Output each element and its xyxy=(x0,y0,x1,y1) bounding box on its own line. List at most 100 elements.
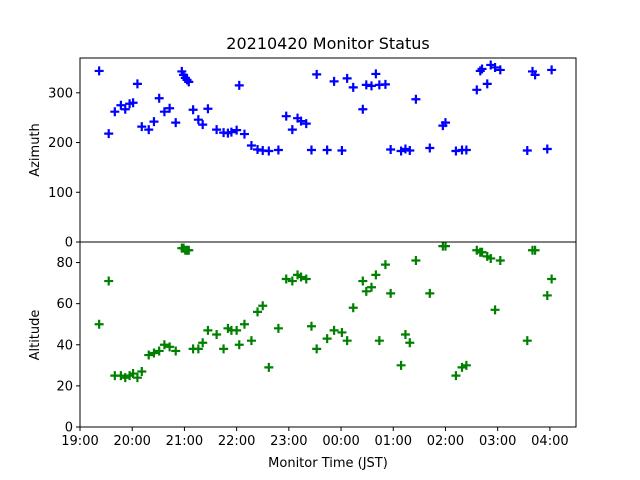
azimuth-point xyxy=(380,79,390,89)
azimuth-y-tick-label: 0 xyxy=(65,236,73,251)
azimuth-point xyxy=(542,144,552,154)
altitude-point xyxy=(451,371,461,381)
azimuth-point xyxy=(386,145,396,155)
altitude-point xyxy=(477,247,487,257)
azimuth-point xyxy=(287,125,297,135)
altitude-point xyxy=(264,362,274,372)
azimuth-point xyxy=(405,145,415,155)
azimuth-point xyxy=(472,85,482,95)
azimuth-point xyxy=(495,65,505,75)
altitude-point xyxy=(281,274,291,284)
azimuth-point xyxy=(477,64,487,74)
altitude-axes-frame xyxy=(79,241,577,428)
altitude-point xyxy=(358,276,368,286)
altitude-point xyxy=(542,290,552,300)
azimuth-point xyxy=(184,77,194,87)
altitude-point xyxy=(386,288,396,298)
altitude-point xyxy=(128,369,138,379)
altitude-point xyxy=(296,272,306,282)
altitude-point xyxy=(440,241,450,251)
azimuth-point xyxy=(137,122,147,132)
azimuth-point xyxy=(440,118,450,128)
altitude-point xyxy=(348,303,358,313)
altitude-point xyxy=(219,344,229,354)
altitude-point xyxy=(149,348,159,358)
azimuth-point xyxy=(120,104,130,114)
altitude-axis-label: Altitude xyxy=(28,310,43,361)
x-tick-label: 23:00 xyxy=(270,434,307,449)
azimuth-point xyxy=(198,120,208,130)
azimuth-point xyxy=(322,145,332,155)
altitude-point xyxy=(159,340,169,350)
azimuth-point xyxy=(425,143,435,153)
altitude-point xyxy=(258,301,268,311)
altitude-panel: 0 20 40 60 80 Altitude xyxy=(28,241,577,436)
altitude-point xyxy=(253,307,263,317)
azimuth-point xyxy=(522,145,532,155)
azimuth-point xyxy=(212,125,222,135)
azimuth-point xyxy=(281,111,291,121)
altitude-point xyxy=(198,338,208,348)
altitude-point xyxy=(132,373,142,383)
altitude-point xyxy=(374,336,384,346)
azimuth-point xyxy=(296,116,306,126)
azimuth-point xyxy=(144,125,154,135)
azimuth-point xyxy=(232,125,242,135)
x-tick-label: 04:00 xyxy=(531,434,568,449)
azimuth-point xyxy=(273,145,283,155)
azimuth-point xyxy=(171,118,181,128)
azimuth-point xyxy=(411,94,421,104)
x-tick-label: 19:00 xyxy=(61,434,98,449)
azimuth-point xyxy=(128,98,138,108)
x-tick-label: 00:00 xyxy=(322,434,359,449)
altitude-point xyxy=(301,274,311,284)
x-tick-label: 21:00 xyxy=(166,434,203,449)
altitude-point xyxy=(306,321,316,331)
x-tick-label: 20:00 xyxy=(113,434,150,449)
azimuth-point xyxy=(367,81,377,91)
azimuth-point xyxy=(490,62,500,72)
azimuth-point xyxy=(239,129,249,139)
azimuth-y-tick-label: 300 xyxy=(48,86,73,101)
azimuth-point xyxy=(342,73,352,83)
azimuth-point xyxy=(264,146,274,156)
altitude-point xyxy=(522,336,532,346)
plot-area: 0 100 200 300 Azimuth 0 20 40 60 80 Altitude 19:00 2… xyxy=(28,57,577,449)
altitude-point xyxy=(396,360,406,370)
altitude-y-tick-label: 60 xyxy=(56,297,73,312)
altitude-point xyxy=(361,286,371,296)
azimuth-point xyxy=(159,107,169,117)
altitude-point xyxy=(547,274,557,284)
azimuth-point xyxy=(246,141,256,151)
azimuth-point xyxy=(94,66,104,76)
altitude-point xyxy=(495,256,505,265)
altitude-point xyxy=(380,260,390,270)
altitude-point xyxy=(203,325,213,335)
x-axis-label: Monitor Time (JST) xyxy=(268,456,388,471)
altitude-point xyxy=(165,342,175,352)
altitude-point xyxy=(234,340,244,350)
altitude-point xyxy=(405,338,415,348)
altitude-point xyxy=(212,330,222,339)
altitude-point xyxy=(137,367,147,376)
x-tick-label: 01:00 xyxy=(375,434,412,449)
azimuth-point xyxy=(530,70,540,80)
azimuth-point xyxy=(337,145,347,155)
azimuth-point xyxy=(193,115,203,125)
altitude-point xyxy=(425,288,435,298)
azimuth-point xyxy=(461,145,471,155)
chart-title: 20210420 Monitor Status xyxy=(226,34,429,53)
azimuth-point xyxy=(104,129,114,139)
azimuth-point xyxy=(312,69,322,79)
altitude-point xyxy=(411,256,421,265)
azimuth-point xyxy=(306,145,316,155)
azimuth-point xyxy=(203,104,213,114)
azimuth-point xyxy=(149,117,159,127)
altitude-y-tick-label: 0 xyxy=(65,421,73,436)
altitude-point xyxy=(371,270,381,280)
azimuth-point xyxy=(482,79,492,89)
x-tick-label: 03:00 xyxy=(479,434,516,449)
azimuth-point xyxy=(358,104,368,114)
